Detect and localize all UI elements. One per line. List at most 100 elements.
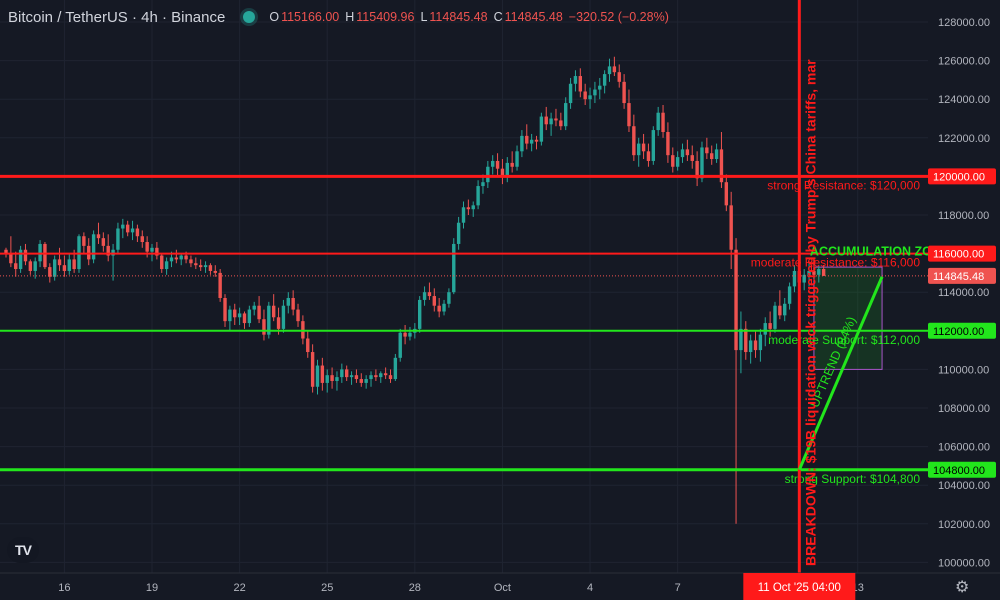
candle[interactable] (150, 247, 154, 252)
candle[interactable] (534, 139, 539, 142)
candle[interactable] (792, 270, 797, 287)
candle[interactable] (218, 272, 222, 298)
candle[interactable] (364, 379, 368, 383)
candle[interactable] (52, 259, 57, 277)
uptrend-line[interactable] (797, 276, 884, 471)
candle[interactable] (525, 135, 529, 144)
candle[interactable] (174, 257, 179, 260)
candle[interactable] (194, 263, 198, 266)
candle[interactable] (359, 379, 363, 383)
candle[interactable] (135, 228, 140, 237)
candle[interactable] (335, 377, 339, 381)
candle[interactable] (315, 365, 320, 387)
candle[interactable] (306, 338, 310, 353)
candle[interactable] (374, 375, 378, 378)
candle[interactable] (627, 103, 631, 127)
candle[interactable] (330, 375, 334, 381)
candle[interactable] (510, 162, 514, 167)
candle[interactable] (622, 81, 626, 104)
candle[interactable] (680, 149, 685, 158)
candle[interactable] (271, 305, 276, 318)
candle[interactable] (28, 261, 33, 271)
candle[interactable] (296, 309, 300, 322)
price-axis[interactable] (928, 0, 1000, 600)
candle[interactable] (242, 313, 247, 324)
candle[interactable] (744, 328, 748, 353)
candle[interactable] (520, 135, 524, 152)
candle[interactable] (262, 319, 266, 335)
market-status-icon[interactable] (243, 11, 256, 23)
candle[interactable] (4, 249, 8, 254)
candle[interactable] (593, 89, 597, 96)
gear-icon[interactable]: ⚙ (955, 579, 970, 596)
candle[interactable] (82, 236, 86, 246)
candle[interactable] (710, 153, 714, 160)
candle[interactable] (817, 269, 821, 275)
candle[interactable] (189, 259, 193, 264)
candle[interactable] (573, 76, 578, 84)
candle[interactable] (500, 168, 505, 177)
candle[interactable] (291, 297, 295, 310)
candle[interactable] (442, 303, 446, 312)
candle[interactable] (379, 373, 383, 378)
candle[interactable] (427, 292, 432, 297)
candle[interactable] (783, 303, 787, 316)
candle[interactable] (233, 309, 237, 318)
candle[interactable] (344, 369, 349, 378)
candle[interactable] (121, 224, 125, 229)
tradingview-logo[interactable]: TV (7, 537, 39, 563)
candle[interactable] (491, 160, 495, 167)
candle[interactable] (354, 375, 359, 380)
candle[interactable] (281, 305, 286, 329)
candle[interactable] (155, 247, 159, 256)
candle[interactable] (14, 263, 18, 270)
candle[interactable] (432, 296, 436, 306)
candle[interactable] (471, 205, 475, 210)
candle[interactable] (666, 132, 670, 156)
candle[interactable] (656, 112, 660, 131)
candle[interactable] (529, 139, 534, 144)
candle[interactable] (106, 245, 110, 256)
candle[interactable] (481, 182, 485, 187)
candle[interactable] (403, 332, 407, 337)
candle[interactable] (602, 74, 607, 86)
candle[interactable] (72, 259, 76, 270)
candle[interactable] (607, 66, 612, 75)
candle[interactable] (714, 149, 719, 160)
candle[interactable] (417, 299, 422, 329)
candle[interactable] (145, 242, 149, 252)
candle[interactable] (739, 328, 743, 351)
candle[interactable] (223, 297, 227, 322)
candle[interactable] (476, 186, 480, 206)
candle[interactable] (169, 257, 174, 262)
candle[interactable] (632, 126, 636, 156)
candle[interactable] (812, 270, 816, 275)
candle[interactable] (787, 286, 792, 304)
candle[interactable] (325, 375, 329, 383)
candle[interactable] (267, 305, 271, 335)
candle[interactable] (705, 147, 709, 154)
candle[interactable] (203, 265, 208, 268)
candle[interactable] (160, 255, 164, 270)
candle[interactable] (588, 95, 592, 100)
candle[interactable] (23, 249, 28, 262)
candle[interactable] (651, 130, 656, 161)
candle[interactable] (101, 238, 106, 246)
candle[interactable] (383, 373, 388, 376)
candle[interactable] (43, 243, 47, 268)
candle[interactable] (753, 340, 758, 351)
candle[interactable] (456, 222, 461, 244)
candle[interactable] (768, 323, 772, 329)
symbol-title[interactable]: Bitcoin / TetherUS · 4h · Binance (8, 8, 226, 26)
candle[interactable] (388, 375, 393, 380)
candle[interactable] (724, 182, 729, 206)
candle[interactable] (9, 253, 13, 264)
candle[interactable] (637, 143, 641, 156)
candle[interactable] (208, 265, 213, 271)
candle[interactable] (748, 340, 753, 353)
candle[interactable] (564, 103, 568, 127)
candle[interactable] (690, 155, 694, 161)
candle[interactable] (695, 160, 699, 179)
candle[interactable] (252, 305, 256, 310)
